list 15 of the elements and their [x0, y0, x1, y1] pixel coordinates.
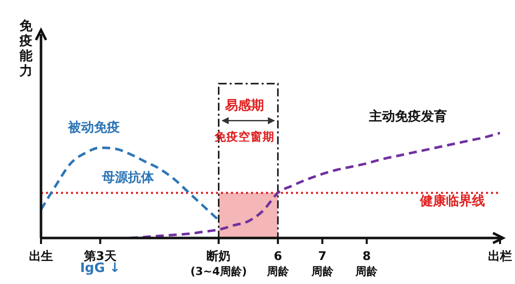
annotation: 母源抗体: [101, 170, 156, 186]
x-tick-label: 断奶 (3~4周龄): [190, 249, 247, 278]
x-tick-label: 出生: [29, 249, 53, 263]
text: IgG ↓: [80, 261, 120, 276]
x-tick-label: 第3天: [83, 249, 118, 263]
x-tick-label: 出栏: [488, 249, 512, 263]
x-tick-label: 7 周龄: [310, 249, 334, 278]
x-tick-label: 8 周龄: [354, 249, 379, 278]
series-label: 被动免疫: [67, 120, 120, 136]
text: 易感期: [224, 98, 264, 114]
series-label: 主动免疫发育: [368, 108, 448, 124]
annotation: 免疫空窗期: [213, 130, 274, 144]
x-tick-label: 6 周龄: [266, 249, 290, 278]
y-axis-title: 免疫能力: [18, 19, 34, 79]
ref-line-label: 健康临界线: [419, 193, 485, 210]
